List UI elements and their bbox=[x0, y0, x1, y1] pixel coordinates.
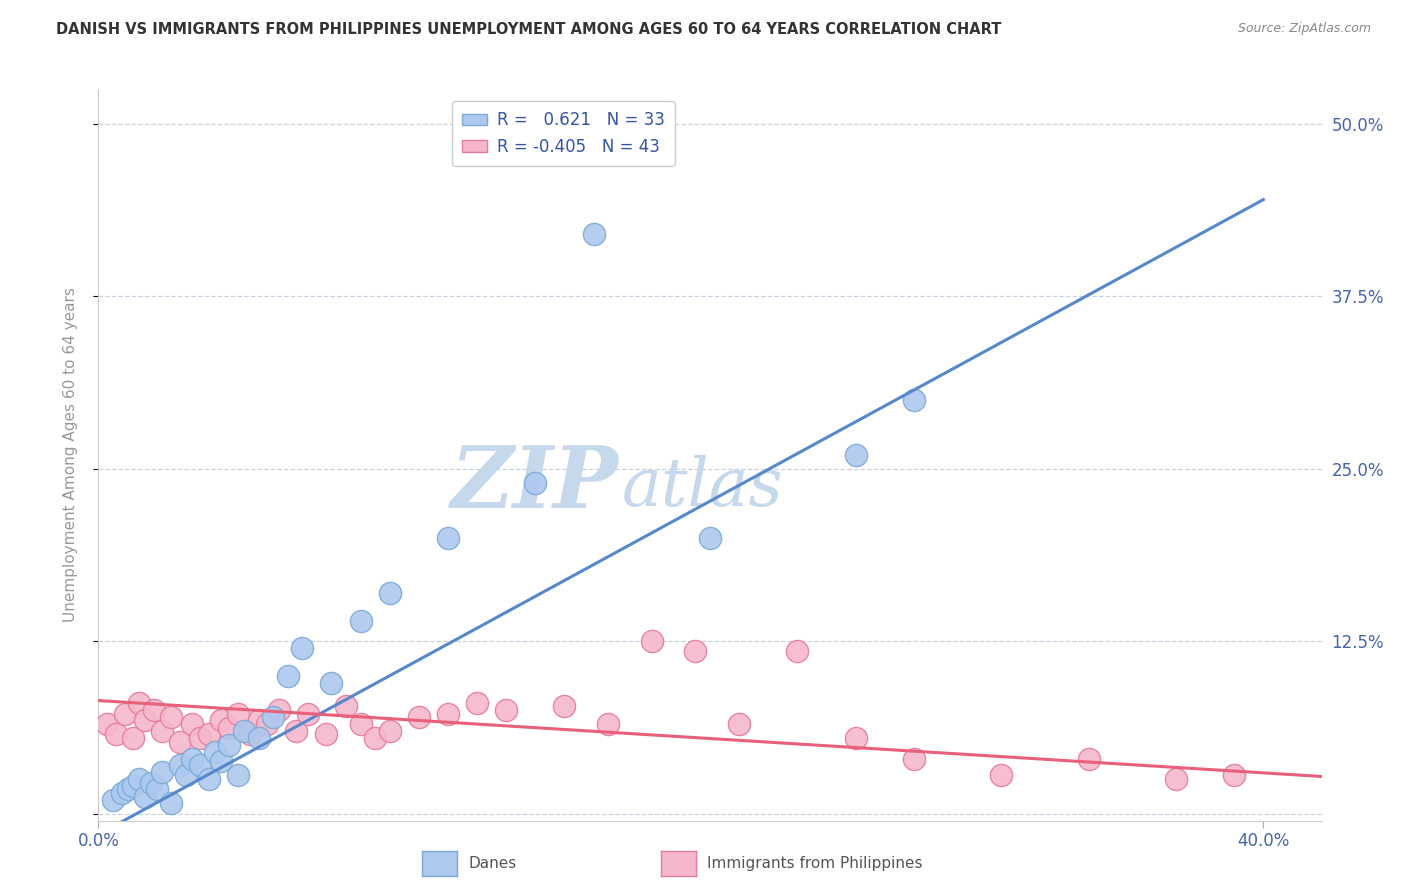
Point bbox=[845, 448, 868, 462]
Point bbox=[277, 669, 299, 683]
Point bbox=[364, 731, 387, 745]
Point bbox=[117, 781, 139, 796]
Point bbox=[315, 727, 337, 741]
Point bbox=[247, 713, 270, 727]
Point bbox=[134, 713, 156, 727]
Point bbox=[198, 772, 221, 787]
Text: DANISH VS IMMIGRANTS FROM PHILIPPINES UNEMPLOYMENT AMONG AGES 60 TO 64 YEARS COR: DANISH VS IMMIGRANTS FROM PHILIPPINES UN… bbox=[56, 22, 1001, 37]
Point bbox=[553, 699, 575, 714]
Point bbox=[233, 723, 256, 738]
Point bbox=[96, 717, 118, 731]
Point bbox=[903, 392, 925, 407]
Point bbox=[218, 721, 240, 735]
Point bbox=[285, 723, 308, 738]
Point bbox=[104, 727, 127, 741]
Point bbox=[152, 723, 174, 738]
Point bbox=[152, 765, 174, 780]
Point bbox=[728, 717, 751, 731]
Text: Danes: Danes bbox=[468, 856, 516, 871]
Point bbox=[437, 707, 460, 722]
Point bbox=[596, 717, 619, 731]
Point bbox=[349, 717, 371, 731]
Point bbox=[1077, 751, 1099, 765]
Point bbox=[582, 227, 605, 241]
Text: ZIP: ZIP bbox=[450, 442, 619, 526]
Point bbox=[349, 614, 371, 628]
Point bbox=[378, 723, 401, 738]
Point bbox=[134, 790, 156, 805]
Point bbox=[267, 703, 290, 717]
Point bbox=[188, 731, 212, 745]
Text: Source: ZipAtlas.com: Source: ZipAtlas.com bbox=[1237, 22, 1371, 36]
Point bbox=[262, 710, 284, 724]
Point bbox=[160, 710, 183, 724]
Point bbox=[180, 717, 202, 731]
Point bbox=[139, 776, 162, 790]
Point bbox=[209, 754, 232, 768]
Legend: R =   0.621   N = 33, R = -0.405   N = 43: R = 0.621 N = 33, R = -0.405 N = 43 bbox=[451, 101, 675, 166]
Point bbox=[437, 531, 460, 545]
Point bbox=[335, 699, 357, 714]
Text: Immigrants from Philippines: Immigrants from Philippines bbox=[707, 856, 922, 871]
Point bbox=[685, 644, 707, 658]
Point bbox=[699, 531, 721, 545]
Point bbox=[180, 751, 202, 765]
Point bbox=[321, 675, 343, 690]
Point bbox=[128, 696, 150, 710]
Point bbox=[786, 644, 808, 658]
Point bbox=[160, 796, 183, 810]
Point bbox=[408, 710, 430, 724]
Point bbox=[378, 586, 401, 600]
Point bbox=[169, 758, 191, 772]
Point bbox=[188, 758, 212, 772]
Point bbox=[142, 703, 165, 717]
Point bbox=[209, 713, 232, 727]
Point bbox=[145, 781, 167, 796]
Point bbox=[845, 731, 868, 745]
Point bbox=[122, 731, 145, 745]
Point bbox=[247, 731, 270, 745]
Point bbox=[297, 707, 319, 722]
Point bbox=[218, 738, 240, 752]
Point bbox=[495, 703, 517, 717]
Point bbox=[226, 707, 249, 722]
Point bbox=[465, 696, 488, 710]
Point bbox=[524, 475, 547, 490]
Point bbox=[198, 727, 221, 741]
Point bbox=[1164, 772, 1187, 787]
Point bbox=[239, 727, 262, 741]
Point bbox=[122, 779, 145, 793]
Point bbox=[174, 768, 197, 782]
Point bbox=[114, 707, 136, 722]
Point bbox=[291, 641, 314, 656]
Point bbox=[169, 735, 191, 749]
Text: atlas: atlas bbox=[621, 455, 783, 520]
Point bbox=[204, 745, 226, 759]
Point bbox=[226, 768, 249, 782]
Point bbox=[256, 717, 278, 731]
Point bbox=[641, 634, 664, 648]
Point bbox=[101, 793, 124, 807]
Point bbox=[128, 772, 150, 787]
Y-axis label: Unemployment Among Ages 60 to 64 years: Unemployment Among Ages 60 to 64 years bbox=[63, 287, 77, 623]
Point bbox=[903, 751, 925, 765]
Point bbox=[1223, 768, 1246, 782]
Point bbox=[990, 768, 1012, 782]
Point bbox=[111, 786, 134, 800]
